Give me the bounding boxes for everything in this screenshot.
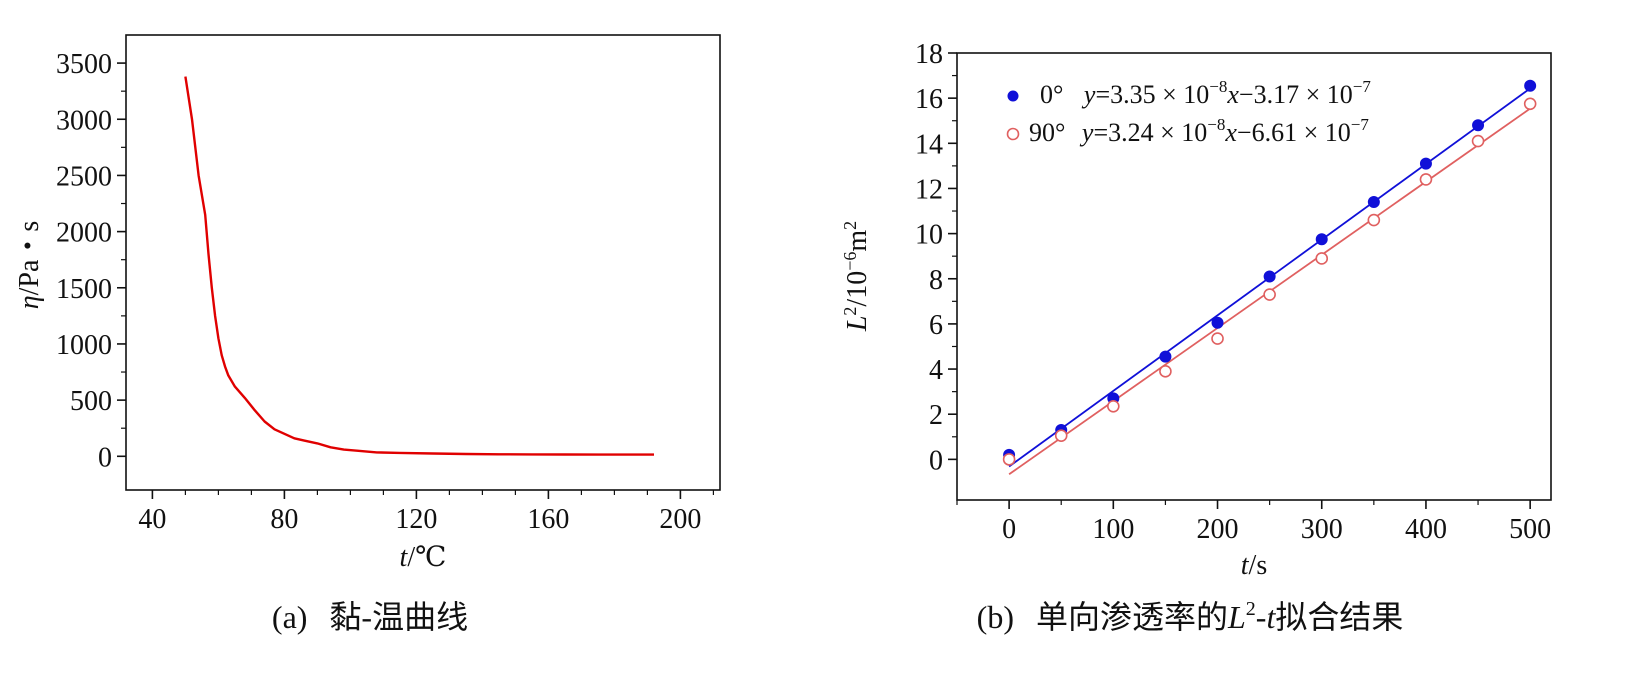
- point-0deg-150: [1159, 350, 1172, 363]
- a-ytick-label-1000: 1000: [56, 330, 112, 361]
- b-xtick-label-300: 300: [1301, 514, 1343, 545]
- a-ytick-label-2500: 2500: [56, 161, 112, 192]
- a-ytick-label-2000: 2000: [56, 218, 112, 249]
- a-xtick-label-40: 40: [138, 504, 166, 535]
- plot-b-legend: 0° y=3.35 × 10−8x−3.17 × 10−7 90° y=3.24…: [1006, 77, 1371, 147]
- a-xtick-label-120: 120: [395, 504, 437, 535]
- b-ytick-label-6: 6: [929, 310, 943, 341]
- point-0deg-300: [1315, 233, 1328, 246]
- plot-a-y-label: η/Pa・s: [14, 221, 45, 310]
- b-ytick-label-8: 8: [929, 265, 943, 296]
- b-ytick-label-4: 4: [929, 355, 943, 386]
- point-0deg-500: [1524, 79, 1537, 92]
- b-xtick-label-500: 500: [1509, 514, 1551, 545]
- a-xtick-label-80: 80: [270, 504, 298, 535]
- legend-marker-0deg: [1007, 90, 1019, 102]
- point-90deg-400: [1419, 173, 1433, 186]
- plot-a-series: [184, 76, 654, 456]
- caption-a: (a) 黏-温曲线: [272, 599, 468, 635]
- point-90deg-500: [1523, 97, 1537, 111]
- plot-b-x-axis: 0 100 200 300 400 500: [956, 500, 1551, 545]
- legend-entry-0deg: 0° y=3.35 × 10−8x−3.17 × 10−7: [1040, 77, 1371, 109]
- point-0deg-400: [1419, 157, 1432, 170]
- plot-a-frame: [125, 34, 721, 491]
- b-ytick-label-12: 12: [915, 174, 943, 205]
- caption-b: (b) 单向渗透率的L2-t拟合结果: [977, 598, 1404, 635]
- a-ytick-label-500: 500: [70, 386, 112, 417]
- point-90deg-150: [1159, 365, 1172, 378]
- a-xtick-label-200: 200: [659, 504, 701, 535]
- point-90deg-450: [1471, 134, 1485, 148]
- point-90deg-100: [1107, 400, 1120, 413]
- b-ytick-label-16: 16: [915, 84, 943, 115]
- point-90deg-200: [1211, 332, 1224, 345]
- point-90deg-250: [1263, 288, 1276, 301]
- point-90deg-50: [1054, 429, 1068, 442]
- point-90deg-300: [1315, 252, 1329, 265]
- b-xtick-label-400: 400: [1405, 514, 1447, 545]
- permeability-fit-chart: 0 2 4 6 8 10 12 14 16 18 0 100 200 300 400 500 0° y=3.…: [840, 39, 1552, 635]
- plot-b-y-label: L2/10−6m2: [840, 221, 873, 332]
- a-xtick-label-160: 160: [527, 504, 569, 535]
- plot-b-series: [1002, 79, 1537, 476]
- plot-a-x-label: t/℃: [400, 542, 447, 573]
- point-0deg-250: [1263, 270, 1276, 283]
- a-ytick-label-0: 0: [98, 442, 112, 473]
- a-ytick-label-3500: 3500: [56, 49, 112, 80]
- viscosity-temperature-chart: 0 500 1000 1500 2000 2500 3000 3500 40 80 120 160 2…: [14, 34, 721, 635]
- point-0deg-350: [1367, 196, 1380, 208]
- b-ytick-label-18: 18: [915, 39, 943, 70]
- legend-entry-90deg: 90° y=3.24 × 10−8x−6.61 × 10−7: [1029, 115, 1369, 147]
- plot-a-y-axis: 0 500 1000 1500 2000 2500 3000 3500: [56, 49, 126, 473]
- plot-b-x-label: t/s: [1241, 550, 1267, 581]
- point-90deg-350: [1367, 213, 1381, 227]
- point-0deg-450: [1472, 119, 1485, 132]
- b-xtick-label-100: 100: [1092, 514, 1134, 545]
- plot-a-x-axis: 40 80 120 160 200: [138, 490, 715, 535]
- b-ytick-label-0: 0: [929, 445, 943, 476]
- b-xtick-label-200: 200: [1197, 514, 1239, 545]
- point-90deg-0: [1002, 453, 1016, 466]
- point-0deg-200: [1211, 316, 1224, 329]
- b-xtick-label-0: 0: [1002, 514, 1016, 545]
- viscosity-curve: [184, 76, 654, 456]
- a-ytick-label-3000: 3000: [56, 105, 112, 136]
- a-ytick-label-1500: 1500: [56, 274, 112, 305]
- b-ytick-label-2: 2: [929, 400, 943, 431]
- plot-b-frame: [956, 52, 1552, 501]
- plot-b-y-axis: 0 2 4 6 8 10 12 14 16 18: [915, 39, 957, 476]
- b-ytick-label-10: 10: [915, 220, 943, 251]
- legend-marker-90deg: [1006, 127, 1020, 141]
- b-ytick-label-14: 14: [915, 129, 943, 160]
